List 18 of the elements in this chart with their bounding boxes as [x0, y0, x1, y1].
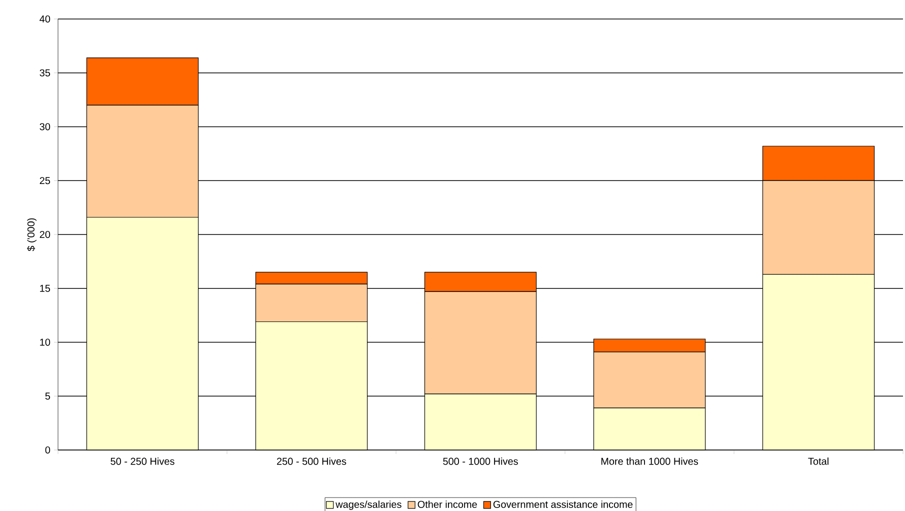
y-tick-label: 0: [45, 446, 50, 454]
legend-label: wages/salaries: [336, 500, 402, 510]
y-tick-label: 35: [40, 69, 50, 76]
y-tick-label: 40: [40, 15, 50, 23]
x-tick-label: More than 1000 Hives: [601, 458, 698, 465]
x-tick-label: Total: [808, 458, 828, 465]
x-tick-label: 250 - 500 Hives: [276, 458, 346, 465]
x-tick-label: 50 - 250 Hives: [110, 458, 174, 465]
y-tick-label: 30: [40, 123, 50, 130]
x-tick-label: 500 - 1000 Hives: [443, 458, 518, 465]
legend-label: Other income: [418, 500, 477, 508]
y-tick-label: 20: [40, 230, 50, 238]
y-tick-label: 15: [40, 284, 50, 292]
legend-label: Government assistance income: [493, 500, 633, 508]
y-tick-label: 25: [40, 177, 50, 184]
y-tick-label: 5: [45, 392, 50, 400]
y-axis-title: $ ('000): [27, 218, 36, 252]
y-tick-label: 10: [40, 338, 50, 346]
